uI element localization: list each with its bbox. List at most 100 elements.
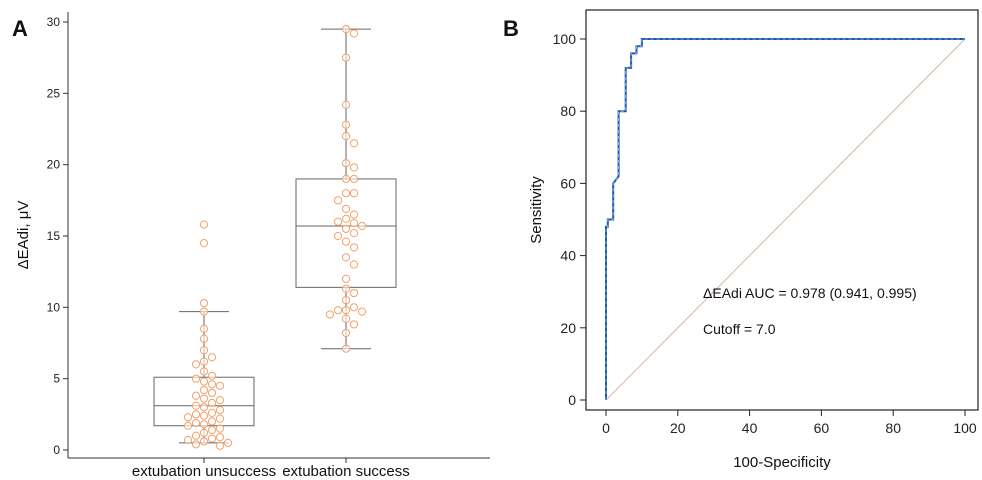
data-point xyxy=(357,307,367,316)
data-point xyxy=(191,431,201,440)
data-point xyxy=(341,284,351,293)
data-point xyxy=(207,434,217,443)
y-tick-label: 60 xyxy=(560,175,576,191)
data-point xyxy=(207,380,217,389)
y-tick-label: 20 xyxy=(560,320,576,336)
data-point xyxy=(341,159,351,168)
data-point xyxy=(207,417,217,426)
cutoff-annotation: Cutoff = 7.0 xyxy=(703,321,776,337)
data-point xyxy=(207,408,217,418)
panel-a-axes: 0 5 10 15 20 25 30 xyxy=(47,12,490,463)
data-point xyxy=(215,395,225,405)
data-point xyxy=(199,385,209,395)
x-tick-label: 0 xyxy=(602,420,610,436)
data-point xyxy=(357,221,367,231)
data-point xyxy=(199,437,209,446)
reference-diagonal xyxy=(605,38,966,401)
roc-curve xyxy=(605,38,965,400)
data-point xyxy=(199,239,209,248)
category-label-success: extubation success xyxy=(282,463,410,480)
data-point xyxy=(349,288,359,298)
data-point xyxy=(349,260,359,269)
data-point xyxy=(349,189,359,198)
y-tick-label: 100 xyxy=(553,31,577,47)
panel-a-box-plot: A ΔEAdi, μV 0 5 10 15 20 25 30 extubation unsu… xyxy=(12,12,490,480)
data-point xyxy=(207,398,217,408)
data-point xyxy=(341,100,351,109)
data-point xyxy=(215,441,225,450)
data-point xyxy=(199,298,209,308)
data-point xyxy=(341,306,351,315)
data-point xyxy=(191,440,201,449)
data-point xyxy=(349,229,359,238)
y-tick-label: 40 xyxy=(560,248,576,264)
data-point xyxy=(341,237,351,246)
data-point xyxy=(349,320,359,329)
x-tick-label: 80 xyxy=(885,420,901,436)
data-point xyxy=(341,314,351,323)
data-point xyxy=(191,391,201,400)
data-point xyxy=(349,29,359,38)
data-point xyxy=(341,189,351,198)
data-point xyxy=(199,324,209,333)
data-point xyxy=(341,120,351,129)
data-point xyxy=(333,306,343,315)
data-point xyxy=(341,132,351,141)
y-tick-label: 20 xyxy=(47,158,61,172)
data-point xyxy=(341,253,351,262)
data-point xyxy=(215,405,225,415)
panel-b-axes: 0 20 40 60 80 100 0 20 40 60 80 100 xyxy=(553,9,979,436)
panel-b-lines xyxy=(605,38,966,401)
data-point xyxy=(349,303,359,312)
y-tick-label: 80 xyxy=(560,103,576,119)
y-tick-label: 5 xyxy=(53,372,60,386)
y-tick-label: 25 xyxy=(47,86,61,100)
data-point xyxy=(199,334,209,343)
panel-b-y-axis-label: Sensitivity xyxy=(528,176,545,244)
data-point xyxy=(341,214,351,223)
data-point xyxy=(341,25,351,34)
panel-b-label: B xyxy=(503,16,519,41)
data-point xyxy=(191,374,201,383)
category-label-unsuccess: extubation unsuccess xyxy=(132,463,276,480)
data-point xyxy=(199,411,209,420)
data-point xyxy=(325,310,335,319)
data-point xyxy=(349,219,359,228)
data-point xyxy=(199,367,209,376)
data-point xyxy=(341,296,351,305)
data-point xyxy=(215,424,225,433)
data-point xyxy=(223,438,233,447)
data-point xyxy=(215,381,225,390)
y-tick-label: 10 xyxy=(47,300,61,314)
data-point xyxy=(341,53,351,62)
data-point xyxy=(207,353,217,362)
panel-a-boxes xyxy=(153,28,397,444)
data-point xyxy=(191,360,201,369)
plot-frame xyxy=(585,9,979,411)
panel-a-points xyxy=(183,25,367,450)
data-point xyxy=(349,210,359,219)
y-tick-label: 0 xyxy=(568,392,576,408)
data-point xyxy=(333,231,343,241)
data-point xyxy=(199,420,209,429)
data-point xyxy=(341,274,351,283)
data-point xyxy=(199,394,209,403)
data-point xyxy=(207,425,217,435)
x-tick-label: 40 xyxy=(742,420,758,436)
data-point xyxy=(349,243,359,252)
data-point xyxy=(183,413,193,422)
y-tick-label: 15 xyxy=(47,229,61,243)
data-point xyxy=(207,388,217,398)
data-point xyxy=(349,139,359,148)
data-point xyxy=(207,371,217,380)
y-tick-label: 0 xyxy=(53,443,60,457)
data-point xyxy=(199,377,209,386)
data-point xyxy=(341,224,351,233)
data-point xyxy=(341,174,351,184)
data-point xyxy=(183,435,193,445)
data-point xyxy=(199,428,209,437)
panel-a-y-axis-label: ΔEAdi, μV xyxy=(15,201,32,270)
data-point xyxy=(349,163,359,172)
data-point xyxy=(191,410,201,419)
